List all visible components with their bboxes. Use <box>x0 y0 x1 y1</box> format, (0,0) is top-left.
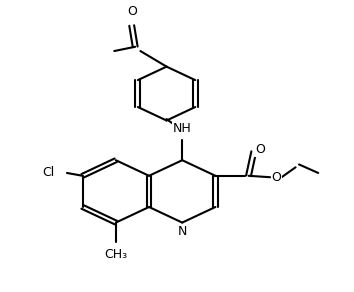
Text: N: N <box>178 225 187 239</box>
Text: NH: NH <box>173 122 192 135</box>
Text: O: O <box>255 143 265 156</box>
Text: CH₃: CH₃ <box>104 248 127 261</box>
Text: Cl: Cl <box>42 166 55 180</box>
Text: O: O <box>127 6 137 18</box>
Text: O: O <box>272 171 281 184</box>
